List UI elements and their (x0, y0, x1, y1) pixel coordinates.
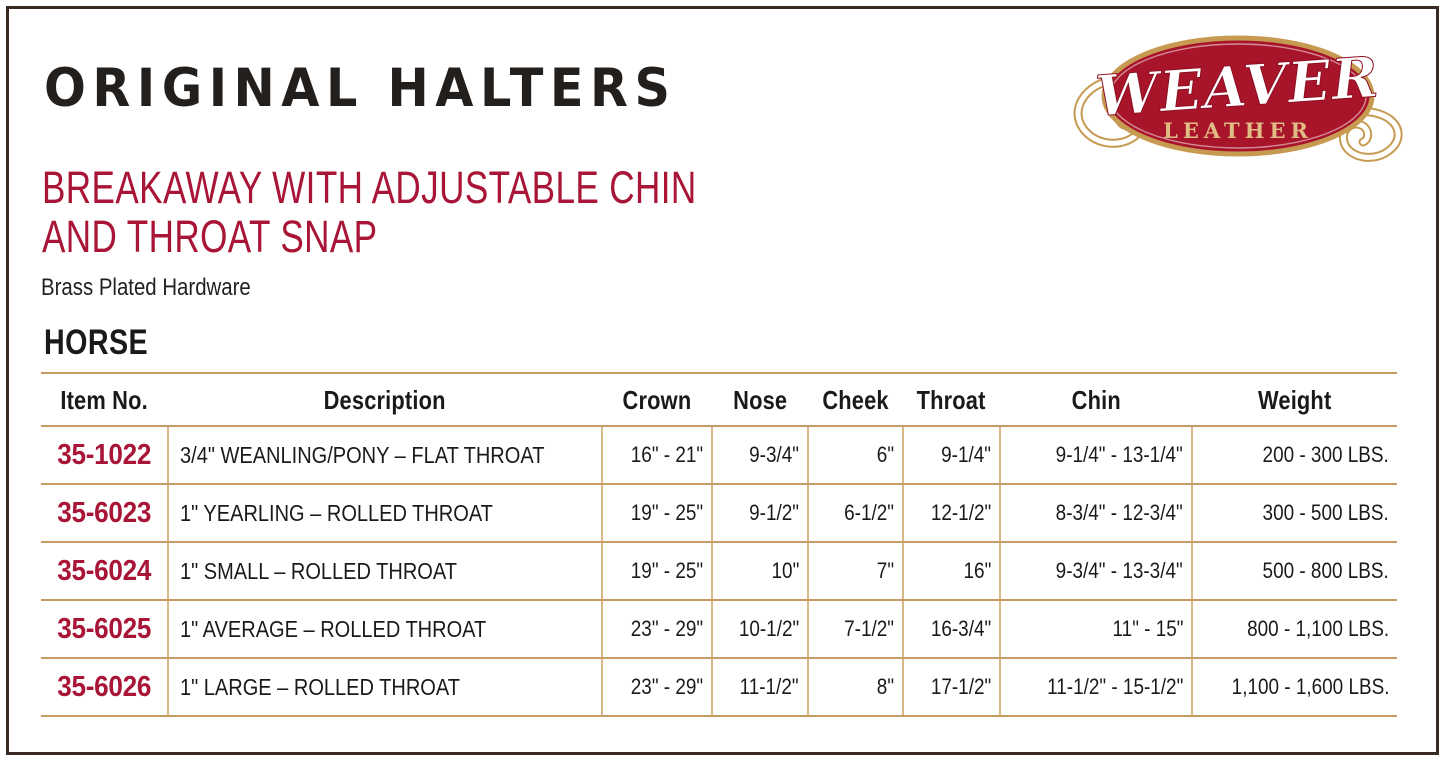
cell-nose: 10-1/2" (712, 600, 809, 659)
cell-description: 1" AVERAGE – ROLLED THROAT (168, 600, 603, 659)
cell-chin: 9-3/4" - 13-3/4" (1000, 542, 1193, 601)
cell-cheek: 6" (808, 426, 904, 485)
group-divider (41, 372, 1397, 374)
cell-crown: 19" - 25" (602, 542, 713, 601)
cell-nose: 11-1/2" (712, 658, 809, 717)
cell-description: 1" LARGE – ROLLED THROAT (168, 658, 603, 717)
page-subtitle: BREAKAWAY WITH ADJUSTABLE CHIN AND THROA… (42, 162, 697, 262)
table-row: 35-6023 1" YEARLING – ROLLED THROAT 19" … (41, 484, 1397, 543)
cell-item-no: 35-6023 (41, 484, 169, 543)
column-header-description: Description (168, 380, 602, 427)
table-row: 35-1022 3/4" WEANLING/PONY – FLAT THROAT… (41, 426, 1397, 485)
cell-cheek: 7-1/2" (808, 600, 904, 659)
cell-cheek: 6-1/2" (808, 484, 904, 543)
cell-weight: 200 - 300 LBS. (1192, 426, 1397, 485)
logo-flourish-right (1338, 107, 1403, 162)
cell-throat: 12-1/2" (903, 484, 1001, 543)
cell-crown: 23" - 29" (602, 600, 713, 659)
cell-crown: 19" - 25" (602, 484, 713, 543)
cell-description: 3/4" WEANLING/PONY – FLAT THROAT (168, 426, 603, 485)
cell-chin: 11" - 15" (1000, 600, 1193, 659)
cell-chin: 9-1/4" - 13-1/4" (1000, 426, 1193, 485)
logo-brand-sub-text: LEATHER (1163, 118, 1313, 143)
cell-weight: 300 - 500 LBS. (1192, 484, 1397, 543)
group-title: HORSE (44, 323, 149, 362)
table-body: 35-1022 3/4" WEANLING/PONY – FLAT THROAT… (41, 426, 1397, 717)
table-header-row: Item No. Description Crown Nose Cheek Th… (41, 380, 1397, 427)
cell-weight: 500 - 800 LBS. (1192, 542, 1397, 601)
cell-throat: 16-3/4" (903, 600, 1001, 659)
spec-table-wrapper: Item No. Description Crown Nose Cheek Th… (41, 380, 1397, 717)
cell-weight: 800 - 1,100 LBS. (1192, 600, 1397, 659)
cell-description: 1" SMALL – ROLLED THROAT (168, 542, 603, 601)
column-header-throat: Throat (903, 380, 1000, 427)
cell-chin: 11-1/2" - 15-1/2" (1000, 658, 1193, 717)
page-title: ORIGINAL HALTERS (44, 58, 677, 119)
cell-throat: 17-1/2" (903, 658, 1001, 717)
table-row: 35-6024 1" SMALL – ROLLED THROAT 19" - 2… (41, 542, 1397, 601)
spec-table: Item No. Description Crown Nose Cheek Th… (41, 380, 1397, 717)
logo-oval (1101, 35, 1375, 157)
cell-nose: 10" (712, 542, 809, 601)
cell-item-no: 35-1022 (41, 426, 169, 485)
column-header-crown: Crown (602, 380, 712, 427)
cell-crown: 23" - 29" (602, 658, 713, 717)
hardware-note: Brass Plated Hardware (41, 274, 251, 301)
cell-item-no: 35-6025 (41, 600, 169, 659)
column-header-item-no: Item No. (41, 380, 168, 427)
cell-crown: 16" - 21" (602, 426, 713, 485)
cell-throat: 16" (903, 542, 1001, 601)
cell-cheek: 8" (808, 658, 904, 717)
column-header-nose: Nose (712, 380, 808, 427)
column-header-chin: Chin (1000, 380, 1192, 427)
cell-chin: 8-3/4" - 12-3/4" (1000, 484, 1193, 543)
column-header-weight: Weight (1192, 380, 1397, 427)
table-row: 35-6026 1" LARGE – ROLLED THROAT 23" - 2… (41, 658, 1397, 717)
cell-description: 1" YEARLING – ROLLED THROAT (168, 484, 603, 543)
cell-nose: 9-3/4" (712, 426, 809, 485)
weaver-leather-logo: WEAVER LEATHER (1062, 22, 1412, 170)
cell-weight: 1,100 - 1,600 LBS. (1192, 658, 1397, 717)
cell-cheek: 7" (808, 542, 904, 601)
table-row: 35-6025 1" AVERAGE – ROLLED THROAT 23" -… (41, 600, 1397, 659)
cell-item-no: 35-6024 (41, 542, 169, 601)
cell-throat: 9-1/4" (903, 426, 1001, 485)
cell-item-no: 35-6026 (41, 658, 169, 717)
cell-nose: 9-1/2" (712, 484, 809, 543)
column-header-cheek: Cheek (808, 380, 903, 427)
